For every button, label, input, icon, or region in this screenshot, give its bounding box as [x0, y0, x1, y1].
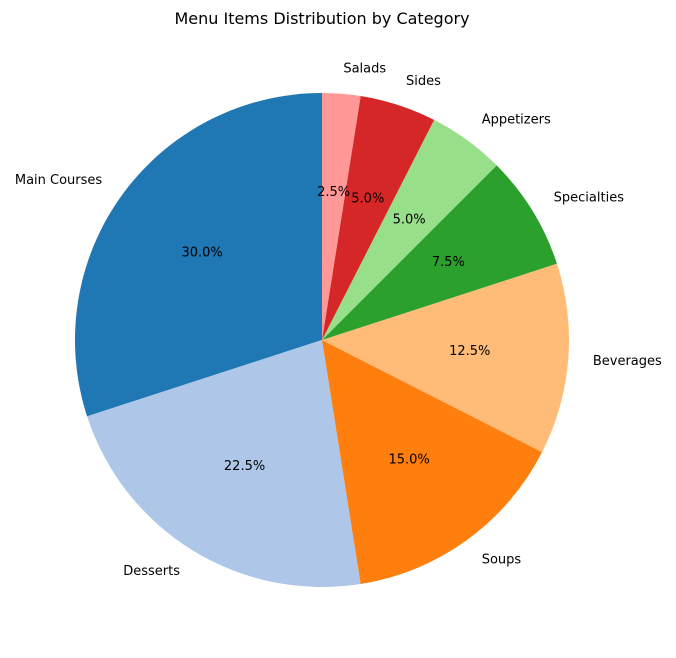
pie-labels: Main Courses 30.0% Desserts 22.5% Soups 15.0%… [15, 62, 662, 580]
category-label-beverages: Beverages [593, 354, 662, 369]
pie-slice-desserts [87, 340, 361, 587]
pie-slice-sides [322, 96, 435, 340]
category-label-main-courses: Main Courses [15, 173, 103, 188]
chart-title: Menu Items Distribution by Category [174, 9, 469, 28]
category-label-specialties: Specialties [554, 191, 625, 206]
category-label-appetizers: Appetizers [482, 113, 551, 128]
percent-label-specialties: 7.5% [432, 255, 465, 270]
pie-slice-salads [322, 93, 361, 340]
pie-slice-main-courses [74, 93, 322, 417]
pie-slice-soups [322, 340, 543, 584]
percent-label-beverages: 12.5% [449, 344, 490, 359]
percent-label-soups: 15.0% [388, 452, 429, 467]
percent-label-desserts: 22.5% [224, 459, 265, 474]
percent-label-sides: 5.0% [351, 192, 384, 207]
percent-label-salads: 2.5% [317, 185, 350, 200]
percent-label-appetizers: 5.0% [393, 213, 426, 228]
pie-slice-specialties [322, 165, 557, 340]
category-label-sides: Sides [406, 74, 441, 89]
category-label-salads: Salads [343, 62, 386, 77]
category-label-soups: Soups [482, 552, 522, 567]
percent-label-main-courses: 30.0% [181, 245, 222, 260]
pie-slice-beverages [322, 263, 569, 453]
category-label-desserts: Desserts [123, 564, 180, 579]
pie-slices [74, 93, 569, 587]
pie-slice-appetizers [322, 119, 497, 340]
